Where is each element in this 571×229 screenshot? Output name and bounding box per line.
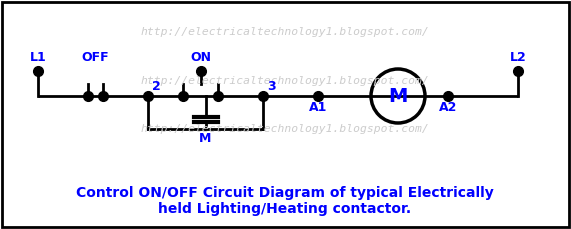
- Text: M: M: [199, 132, 212, 145]
- Text: M: M: [388, 87, 408, 106]
- Text: ON: ON: [190, 51, 211, 64]
- Text: held Lighting/Heating contactor.: held Lighting/Heating contactor.: [158, 202, 412, 216]
- Text: L2: L2: [510, 51, 526, 64]
- Text: 2: 2: [152, 80, 161, 93]
- Text: http://electricaltechnology1.blogspot.com/: http://electricaltechnology1.blogspot.co…: [140, 76, 429, 86]
- Text: 3: 3: [267, 80, 276, 93]
- Text: L1: L1: [30, 51, 46, 64]
- Text: http://electricaltechnology1.blogspot.com/: http://electricaltechnology1.blogspot.co…: [140, 124, 429, 134]
- Text: A1: A1: [309, 101, 327, 114]
- Text: A2: A2: [439, 101, 457, 114]
- Text: OFF: OFF: [82, 51, 109, 64]
- Text: http://electricaltechnology1.blogspot.com/: http://electricaltechnology1.blogspot.co…: [140, 27, 429, 37]
- Text: Control ON/OFF Circuit Diagram of typical Electrically: Control ON/OFF Circuit Diagram of typica…: [76, 186, 494, 200]
